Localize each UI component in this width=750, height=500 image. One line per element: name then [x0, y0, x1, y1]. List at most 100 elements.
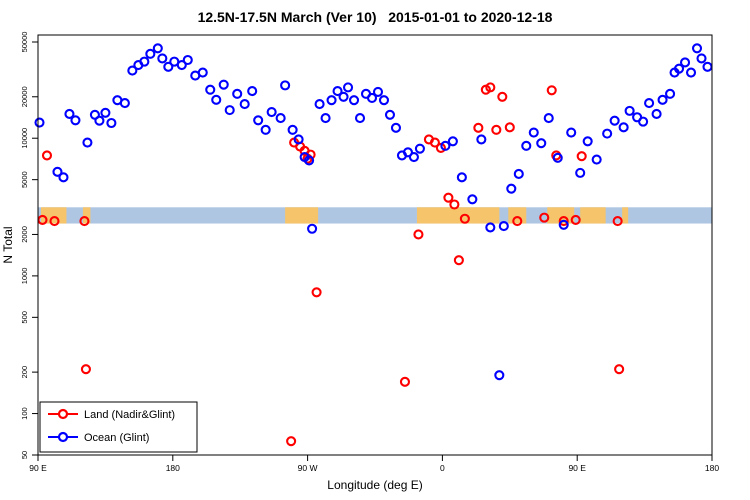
data-point [491, 124, 502, 135]
data-point [332, 86, 343, 97]
data-point [459, 213, 470, 224]
legend-marker-ocean [57, 431, 69, 443]
x-tick-label: 180 [705, 463, 719, 473]
data-point [570, 214, 581, 225]
data-point [232, 88, 243, 99]
data-point [390, 122, 402, 133]
data-point [558, 219, 569, 230]
data-point [378, 95, 390, 106]
data-point [157, 53, 168, 64]
data-point [304, 155, 315, 166]
data-point [41, 150, 53, 161]
data-point [354, 113, 366, 124]
data-point [609, 115, 620, 126]
data-point [372, 86, 384, 97]
data-point [638, 116, 649, 127]
data-point [311, 287, 322, 298]
legend: Land (Nadir&Glint) Ocean (Glint) [39, 401, 198, 453]
data-point [163, 61, 174, 72]
data-point [476, 134, 487, 145]
data-point [70, 115, 81, 126]
data-point [106, 117, 117, 129]
data-point [348, 95, 360, 106]
y-tick-label: 20000 [20, 86, 29, 107]
data-point [79, 216, 90, 227]
data-point [582, 136, 593, 147]
data-point [326, 95, 337, 106]
data-point [342, 82, 354, 93]
data-point [314, 99, 325, 110]
y-tick-label: 2000 [20, 226, 29, 243]
data-point [247, 86, 258, 97]
data-point [673, 63, 685, 74]
data-point [453, 255, 464, 266]
data-point [239, 99, 250, 110]
y-axis-label: N Total [1, 226, 15, 263]
data-point [685, 67, 697, 78]
data-point [552, 152, 563, 163]
data-point [224, 105, 235, 116]
data-point [521, 140, 532, 151]
data-point [449, 199, 460, 210]
data-point [473, 122, 484, 133]
data-point [408, 151, 419, 163]
data-point [506, 183, 517, 194]
data-point [197, 67, 208, 78]
data-point [494, 370, 505, 381]
data-point [575, 167, 586, 178]
data-point [657, 94, 668, 105]
y-tick-label: 5000 [20, 171, 29, 188]
x-tick-label: 90 E [29, 463, 47, 473]
data-point [528, 127, 539, 138]
data-point [702, 61, 713, 72]
data-point [384, 109, 396, 120]
data-point [399, 376, 411, 387]
data-point [139, 56, 150, 67]
data-point [293, 134, 304, 145]
data-point [485, 82, 496, 93]
y-tick-label: 200 [20, 366, 29, 379]
data-point [612, 216, 623, 227]
data-points-layer [34, 43, 713, 447]
data-point [591, 154, 602, 165]
data-point [497, 91, 508, 102]
band-land-segment [416, 207, 500, 224]
data-point [64, 108, 75, 120]
x-tick-label: 90 W [298, 463, 318, 473]
data-point [536, 138, 547, 149]
data-point [275, 113, 286, 124]
plot-area-border [37, 34, 713, 456]
data-point [58, 172, 69, 183]
data-point [696, 53, 707, 64]
band-land-segment [82, 207, 91, 224]
data-point [52, 166, 63, 177]
y-tick-label: 50000 [20, 32, 29, 53]
data-point [100, 107, 111, 118]
data-point [429, 137, 440, 148]
data-point [280, 80, 291, 91]
data-point [338, 91, 349, 102]
y-tick-label: 500 [20, 311, 29, 324]
data-point [414, 143, 425, 154]
data-point [644, 98, 655, 109]
data-point [307, 223, 318, 234]
data-point [498, 221, 509, 232]
data-point [260, 124, 271, 135]
data-point [546, 85, 557, 96]
data-point [558, 216, 569, 227]
legend-label-ocean: Ocean (Glint) [84, 432, 149, 444]
legend-label-land: Land (Nadir&Glint) [84, 409, 175, 421]
data-point [539, 212, 550, 223]
data-point [211, 94, 222, 105]
band-land-segment [40, 207, 67, 224]
y-tick-label: 1000 [20, 268, 29, 285]
data-point [366, 92, 378, 104]
data-point [287, 124, 298, 135]
band-land-segment [580, 207, 606, 224]
band-land-segment [622, 207, 629, 224]
data-point [618, 122, 629, 133]
data-point [152, 43, 163, 54]
data-point [543, 113, 554, 124]
data-point [679, 57, 691, 68]
